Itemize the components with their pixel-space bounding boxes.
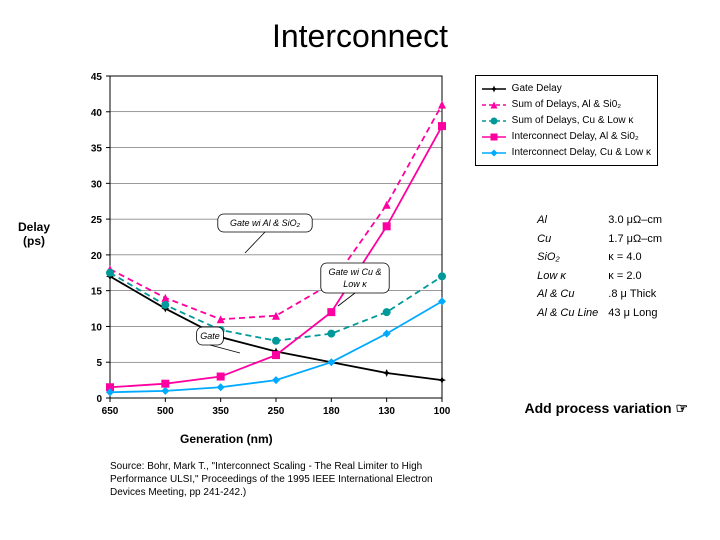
x-axis-label: Generation (nm) — [180, 432, 273, 446]
svg-text:180: 180 — [323, 406, 340, 417]
legend-label: Sum of Delays, Cu & Low κ — [512, 113, 634, 128]
legend-item: Sum of Delays, Al & Si0₂ — [482, 97, 651, 112]
svg-text:350: 350 — [212, 406, 229, 417]
delay-chart: 0 5 10 15 20 25 30 35 40 45 650 500 350 250 180 130 100 G… — [70, 68, 450, 428]
svg-text:20: 20 — [91, 251, 103, 262]
svg-text:5: 5 — [96, 358, 102, 369]
svg-text:Gate wi Al & SiO₂: Gate wi Al & SiO₂ — [230, 218, 301, 228]
legend-item: Sum of Delays, Cu & Low κ — [482, 113, 651, 128]
page-title: Interconnect — [0, 18, 720, 55]
legend-item: Interconnect Delay, Cu & Low κ — [482, 145, 651, 160]
param-row: Al & Cu.8 μ Thick — [537, 286, 670, 303]
svg-text:45: 45 — [91, 72, 103, 83]
svg-text:Gate wi Cu &: Gate wi Cu & — [328, 267, 381, 277]
chart-legend: Gate DelaySum of Delays, Al & Si0₂Sum of… — [475, 75, 658, 166]
legend-swatch — [482, 83, 506, 95]
legend-label: Interconnect Delay, Al & Si0₂ — [512, 129, 639, 144]
legend-item: Gate Delay — [482, 81, 651, 96]
source-citation: Source: Bohr, Mark T., "Interconnect Sca… — [110, 460, 470, 499]
svg-text:30: 30 — [91, 179, 103, 190]
param-row: Cu1.7 μΩ–cm — [537, 231, 670, 248]
legend-swatch — [482, 99, 506, 111]
legend-swatch — [482, 147, 506, 159]
param-row: SiO₂κ = 4.0 — [537, 249, 670, 266]
parameters-table: Al3.0 μΩ–cm Cu1.7 μΩ–cmSiO₂κ = 4.0 Low κκ … — [535, 210, 672, 323]
svg-text:Gate: Gate — [200, 331, 220, 341]
svg-text:25: 25 — [91, 215, 103, 226]
svg-text:0: 0 — [96, 394, 102, 405]
svg-text:40: 40 — [91, 108, 103, 119]
svg-text:10: 10 — [91, 322, 103, 333]
svg-text:650: 650 — [102, 406, 119, 417]
legend-swatch — [482, 131, 506, 143]
svg-text:100: 100 — [434, 406, 450, 417]
legend-label: Sum of Delays, Al & Si0₂ — [512, 97, 621, 112]
param-row: Low κκ = 2.0 — [537, 268, 670, 285]
svg-text:Low κ: Low κ — [343, 279, 367, 289]
svg-text:130: 130 — [378, 406, 395, 417]
svg-text:35: 35 — [91, 144, 103, 155]
svg-text:250: 250 — [268, 406, 285, 417]
y-axis-label: Delay(ps) — [18, 220, 50, 249]
param-row: Al3.0 μΩ–cm — [537, 212, 670, 229]
param-row: Al & Cu Line43 μ Long — [537, 305, 670, 322]
legend-swatch — [482, 115, 506, 127]
legend-label: Gate Delay — [512, 81, 562, 96]
legend-label: Interconnect Delay, Cu & Low κ — [512, 145, 651, 160]
svg-text:15: 15 — [91, 287, 103, 298]
process-variation-note: Add process variation ☞ — [525, 400, 688, 417]
svg-text:500: 500 — [157, 406, 174, 417]
legend-item: Interconnect Delay, Al & Si0₂ — [482, 129, 651, 144]
